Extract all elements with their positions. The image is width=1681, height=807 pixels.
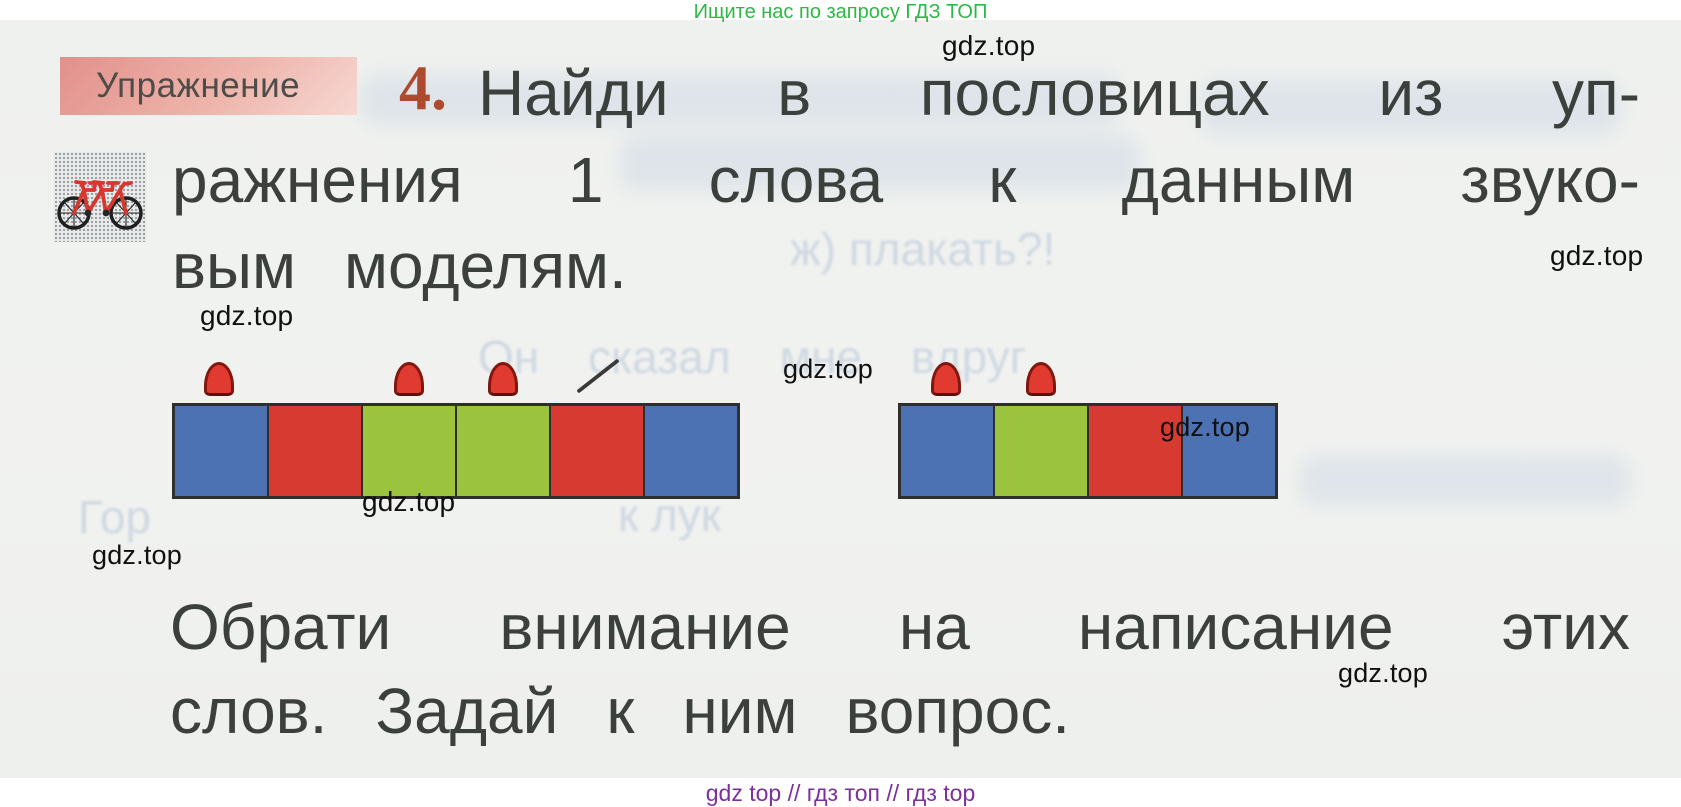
- task-word: 1: [567, 144, 604, 216]
- sound-model-blocks: [172, 403, 740, 499]
- sound-cell-blue: [175, 406, 267, 496]
- bleed-through-text: ж) плакать?!: [790, 223, 1056, 275]
- task-word: слова: [708, 144, 884, 216]
- tandem-bicycle-drawing: [57, 180, 143, 230]
- watermark-right: gdz.top: [1550, 240, 1644, 271]
- watermark-lower-right: gdz.top: [1338, 658, 1428, 688]
- bleed-through-blob: [1300, 455, 1630, 505]
- task-text-line-1: Найди в пословицах из уп-: [478, 57, 1640, 129]
- scanned-page-background: [0, 20, 1681, 778]
- stress-cap-icon: [488, 362, 519, 396]
- watermark-on-model: gdz.top: [1160, 412, 1250, 442]
- sound-cell-blue: [643, 406, 737, 496]
- bleed-through-blob: [360, 75, 1120, 125]
- task-word: пословицах: [919, 57, 1270, 129]
- stress-cap-icon: [1025, 362, 1056, 396]
- note-text-line-2: слов. Задай к ним вопрос.: [170, 675, 1070, 747]
- sound-cell-blue: [1181, 406, 1275, 496]
- sound-cell-red: [1087, 406, 1181, 496]
- task-word: внимание: [499, 591, 791, 663]
- sound-cell-red: [549, 406, 643, 496]
- promo-banner-text: Ищите нас по запросу ГДЗ ТОП: [693, 1, 988, 23]
- task-word: ним: [682, 675, 798, 747]
- sound-cell-blue: [901, 406, 993, 496]
- bleed-through-blob: [1200, 80, 1620, 135]
- watermark-left-mid: gdz.top: [200, 300, 294, 331]
- sound-model-blocks: [898, 403, 1278, 499]
- sound-cell-green: [455, 406, 549, 496]
- task-word: слов.: [170, 675, 328, 747]
- watermark-lower-left: gdz.top: [92, 540, 182, 570]
- exercise-label: Упражнение: [60, 57, 357, 115]
- task-word: Найди: [478, 57, 669, 129]
- task-word: данным: [1121, 144, 1356, 216]
- task-text-line-3: вым моделям.: [172, 231, 675, 301]
- stress-cap-icon: [930, 362, 961, 396]
- task-word: написание: [1077, 591, 1394, 663]
- task-word: к: [988, 144, 1017, 216]
- sound-model-left: [172, 358, 740, 499]
- task-word: уп-: [1552, 57, 1640, 129]
- tandem-bicycle-icon: [54, 152, 146, 242]
- stress-cap-icon: [393, 362, 424, 396]
- task-text-line-2: ражнения 1 слова к данным звуко-: [172, 144, 1640, 216]
- sound-cell-red: [267, 406, 361, 496]
- task-word: вым: [172, 230, 296, 302]
- bleed-through-text: Гор: [78, 491, 151, 543]
- task-word: этих: [1501, 591, 1630, 663]
- bleed-through-blob: [620, 135, 1140, 190]
- footer-promo-text: gdz top // гдз топ // гдз top: [705, 780, 976, 806]
- watermark-top: gdz.top: [942, 30, 1036, 61]
- stress-cap-icon: [204, 362, 235, 396]
- sound-cell-green: [361, 406, 455, 496]
- task-word: к: [606, 675, 635, 747]
- stress-slash-icon: [576, 358, 620, 394]
- task-word: Обрати: [170, 591, 392, 663]
- watermark-center: gdz.top: [783, 354, 873, 384]
- task-word: из: [1378, 57, 1444, 129]
- task-word: Задай: [375, 675, 559, 747]
- exercise-number: 4.: [399, 52, 447, 123]
- task-word: ражнения: [172, 144, 463, 216]
- task-word: на: [898, 591, 970, 663]
- sound-model-right: [898, 360, 1278, 499]
- watermark-below-model: gdz.top: [362, 486, 456, 517]
- note-text-line-1: Обрати внимание на написание этих: [170, 591, 1630, 663]
- task-word: звуко-: [1460, 144, 1640, 216]
- task-word: в: [777, 57, 812, 129]
- sound-cell-green: [993, 406, 1087, 496]
- task-word: моделям.: [344, 230, 627, 302]
- task-word: вопрос.: [845, 675, 1070, 747]
